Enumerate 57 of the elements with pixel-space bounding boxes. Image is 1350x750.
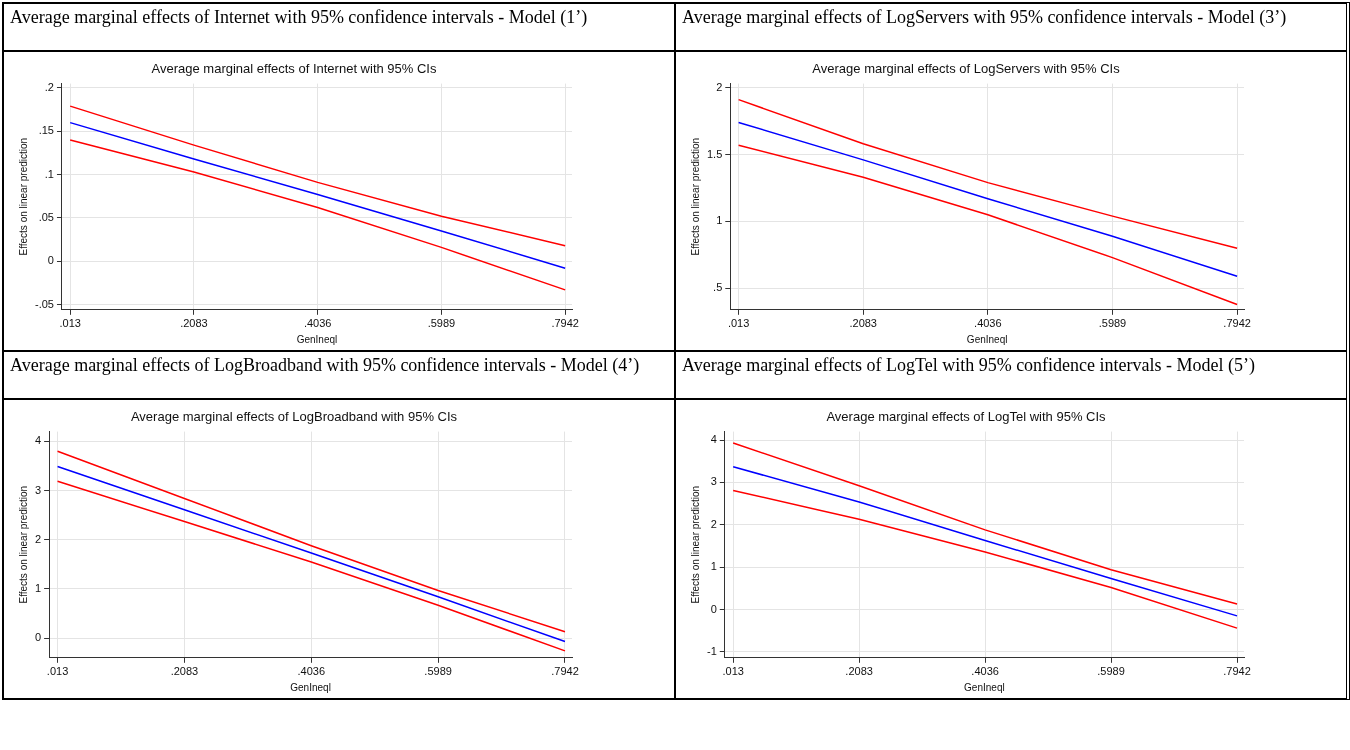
y-tick-label: 1.5 — [706, 147, 723, 160]
x-tick-label: .013 — [722, 665, 744, 678]
chart-title: Average marginal effects of Internet with 95% CIs — [151, 61, 437, 77]
x-axis-title: GenIneql — [966, 333, 1008, 345]
x-tick-label: .2083 — [849, 317, 877, 330]
x-tick-label: .013 — [59, 317, 81, 330]
y-axis-title: Effects on linear prediction — [17, 485, 29, 604]
x-tick-label: .5989 — [427, 317, 456, 330]
y-tick-label: 3 — [710, 475, 717, 488]
x-tick-label: .013 — [727, 317, 750, 330]
x-tick-label: .4036 — [303, 317, 332, 330]
x-axis-title: GenIneql — [964, 681, 1005, 693]
y-tick-label: 2 — [34, 532, 42, 545]
chart-subtitle: Average marginal effects of LogTel with 95% confidence intervals - Model (5’) — [675, 351, 1347, 399]
y-tick-label: 4 — [34, 434, 42, 447]
x-tick-label: .7942 — [1223, 317, 1251, 330]
x-tick-label: .7942 — [551, 317, 579, 330]
y-tick-label: 0 — [34, 631, 42, 644]
x-tick-label: .2083 — [180, 317, 208, 330]
y-tick-label: 3 — [34, 483, 42, 496]
y-tick-label: 1 — [716, 214, 723, 227]
x-tick-label: .4036 — [297, 665, 326, 678]
x-tick-label: .2083 — [845, 665, 873, 678]
y-tick-label: 2 — [710, 517, 717, 530]
y-tick-label: 1 — [34, 581, 42, 594]
x-tick-label: .4036 — [971, 665, 999, 678]
x-tick-label: .7942 — [1223, 665, 1251, 678]
y-tick-label: .2 — [44, 80, 54, 93]
y-tick-label: 2 — [716, 80, 723, 93]
x-tick-label: .5989 — [1097, 665, 1125, 678]
x-tick-label: .013 — [46, 665, 69, 678]
chart-title: Average marginal effects of LogServers with 95% CIs — [812, 61, 1121, 77]
y-tick-label: .05 — [38, 210, 54, 223]
y-tick-label: 0 — [710, 602, 717, 615]
y-axis-title: Effects on linear prediction — [17, 137, 29, 256]
y-tick-label: -.05 — [34, 297, 54, 310]
x-tick-label: .5989 — [1098, 317, 1127, 330]
y-axis-title: Effects on linear prediction — [689, 137, 701, 256]
chart-subtitle: Average marginal effects of LogServers with 95% confidence intervals - Model (3’) — [675, 3, 1347, 51]
x-tick-label: .2083 — [170, 665, 199, 678]
y-tick-label: .1 — [44, 167, 54, 180]
x-tick-label: .4036 — [974, 317, 1002, 330]
y-tick-label: 4 — [710, 433, 717, 446]
y-tick-label: -1 — [707, 644, 717, 657]
x-tick-label: .7942 — [551, 665, 579, 678]
chart-subtitle: Average marginal effects of Internet with 95% confidence intervals - Model (1’) — [3, 3, 675, 51]
chart-title: Average marginal effects of LogBroadband with 95% CIs — [130, 409, 458, 425]
x-axis-title: GenIneql — [290, 681, 331, 693]
x-axis-title: GenIneql — [296, 333, 338, 345]
x-tick-label: .5989 — [424, 665, 452, 678]
y-tick-label: .15 — [38, 124, 54, 137]
y-tick-label: .5 — [713, 281, 723, 294]
chart-subtitle: Average marginal effects of LogBroadband with 95% confidence intervals - Model (4’) — [3, 351, 675, 399]
y-tick-label: 1 — [710, 560, 717, 573]
chart-title: Average marginal effects of LogTel with 95% CIs — [826, 409, 1107, 425]
y-axis-title: Effects on linear prediction — [689, 485, 701, 604]
y-tick-label: 0 — [47, 254, 54, 267]
